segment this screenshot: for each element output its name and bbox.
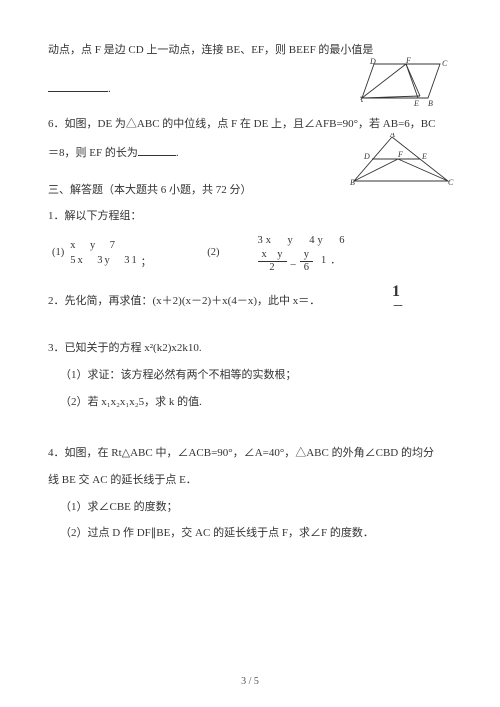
q6-figure: A D F E B C [350,133,458,187]
p2-text-a: 2．先化简，再求值：(x＋2)(x－2)＋x(4－x)，此中 x＝ [48,295,309,307]
e2-dot: ． [330,251,341,271]
e1-label: (1) [52,243,64,263]
e2-system: 3x y 4y 6 x y2 _ y6 1 ． [258,233,348,273]
q6-line2b: . [176,147,179,159]
svg-text:C: C [442,59,448,68]
q6-line2a: ＝8，则 EF 的长为 [48,147,138,159]
svg-text:F: F [405,56,411,65]
e2-label: (2) [207,243,219,263]
p4-s1: （1）求∠CBE 的度数； [48,497,452,518]
e2-n1: 1 [321,251,326,271]
q5-blank [48,80,108,92]
svg-text:F: F [397,150,403,159]
svg-text:E: E [421,152,427,161]
e2-d1: 2 [258,262,287,274]
p3-s2: （2）若 x₁x₂x₁x₂5，求 k 的值. [48,392,452,413]
q5-dot: . [108,83,111,95]
stray-minus: － [392,295,404,318]
equation-group: (1) x y 7 5x 3y 31 ； (2) 3x y 4y 6 x y2 … [48,233,452,273]
svg-text:B: B [350,178,355,187]
svg-text:E: E [413,99,419,108]
p4-line2: 线 BE 交 AC 的延长线于点 E． [48,470,452,491]
p3-s1: （1）求证：该方程必然有两个不相等的实数根； [48,365,452,386]
e1-r1: x y 7 [70,238,139,254]
e1-semi: ； [141,253,152,273]
p2-text-b: ． [309,295,320,307]
p4-s2: （2）过点 D 作 DF∥BE，交 AC 的延长线于点 F，求∠F 的度数． [48,523,452,544]
page-number: 3 / 5 [0,672,500,691]
e2-ny: y [300,249,313,262]
q6-line1: 6．如图，DE 为△ABC 的中位线，点 F 在 DE 上，且∠AFB=90°，… [48,118,435,130]
svg-text:D: D [363,152,370,161]
q5-line1: 动点，点 F 是边 CD 上一动点，连接 BE、EF，则 BEEF 的最小值是 [48,44,373,56]
e1-system: x y 7 5x 3y 31 [70,238,139,270]
p1-title: 1．解以下方程组： [48,206,452,227]
svg-text:D: D [369,57,376,66]
q6-blank [138,144,176,156]
svg-text:B: B [428,99,433,108]
p4-line1: 4．如图，在 Rt△ABC 中，∠ACB=90°，∠A=40°，△ABC 的外角… [48,443,452,464]
e2-d2: 6 [300,262,313,274]
svg-text:A: A [389,133,395,139]
svg-text:C: C [448,178,454,187]
p3-line1: 3．已知关于的方程 x²(k2)x2k10. [48,338,452,359]
e1-r2: 5x 3y 31 [70,253,139,269]
e2-nx: x y [258,249,287,262]
e2-r1: 3x y 4y 6 [258,233,348,249]
